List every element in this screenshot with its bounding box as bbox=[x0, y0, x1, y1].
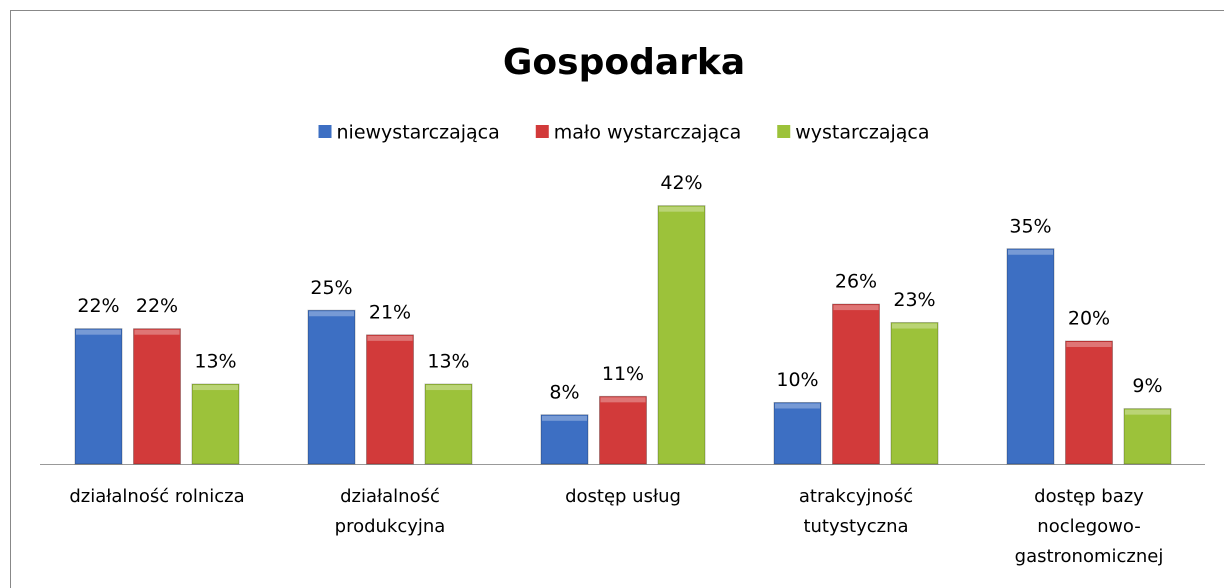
x-tick-label: dostęp usług bbox=[565, 486, 681, 507]
bar-highlight bbox=[600, 397, 646, 403]
legend-label: niewystarczająca bbox=[337, 122, 500, 144]
x-tick-label: działalność produkcyjna bbox=[334, 486, 446, 537]
bar bbox=[74, 328, 123, 465]
bar bbox=[657, 205, 706, 465]
x-tick-label: atrakcyjność tutystyczna bbox=[798, 486, 914, 537]
bar-highlight bbox=[1125, 409, 1170, 415]
data-label: 13% bbox=[427, 351, 469, 373]
data-label: 11% bbox=[602, 363, 644, 385]
data-label: 22% bbox=[77, 295, 119, 317]
bar-highlight bbox=[367, 335, 413, 341]
bar bbox=[424, 383, 473, 465]
bar-highlight bbox=[833, 305, 879, 311]
bar bbox=[1123, 408, 1172, 465]
data-label: 20% bbox=[1068, 308, 1110, 330]
bar bbox=[1065, 340, 1113, 465]
bar bbox=[832, 303, 880, 465]
bar-highlight bbox=[892, 323, 937, 329]
data-label: 8% bbox=[549, 381, 579, 403]
bar bbox=[191, 383, 240, 465]
bar bbox=[890, 322, 939, 465]
data-label: 26% bbox=[835, 271, 877, 293]
legend-swatch bbox=[777, 125, 791, 138]
data-label: 13% bbox=[194, 351, 236, 373]
x-tick-label: dostęp bazy noclegowo-gastronomicznej bbox=[1014, 486, 1164, 567]
chart-title: Gospodarka bbox=[503, 42, 745, 83]
data-label: 25% bbox=[310, 277, 352, 299]
legend-swatch bbox=[535, 125, 549, 138]
bar-highlight bbox=[193, 385, 238, 391]
legend-label: mało wystarczająca bbox=[554, 122, 741, 144]
bar bbox=[540, 414, 589, 465]
bar bbox=[1006, 248, 1055, 465]
bar bbox=[773, 402, 822, 465]
legend-label: wystarczająca bbox=[795, 122, 929, 144]
bar bbox=[133, 328, 181, 465]
x-tick-label: działalność rolnicza bbox=[69, 486, 245, 507]
bar-highlight bbox=[542, 415, 587, 421]
bar-highlight bbox=[309, 311, 354, 317]
bar-highlight bbox=[134, 329, 180, 335]
data-label: 42% bbox=[660, 172, 702, 194]
bar bbox=[307, 309, 356, 465]
data-label: 35% bbox=[1009, 215, 1051, 237]
bar-highlight bbox=[1008, 249, 1053, 255]
bar bbox=[366, 334, 414, 465]
bar-highlight bbox=[76, 329, 121, 335]
data-label: 21% bbox=[369, 301, 411, 323]
data-label: 22% bbox=[136, 295, 178, 317]
bar-highlight bbox=[775, 403, 820, 409]
bar bbox=[599, 395, 647, 465]
bar-highlight bbox=[426, 385, 471, 391]
data-label: 23% bbox=[893, 289, 935, 311]
bar-highlight bbox=[659, 206, 704, 212]
bar-highlight bbox=[1066, 342, 1112, 347]
data-label: 10% bbox=[776, 369, 818, 391]
legend-swatch bbox=[318, 125, 332, 138]
data-label: 9% bbox=[1132, 375, 1162, 397]
